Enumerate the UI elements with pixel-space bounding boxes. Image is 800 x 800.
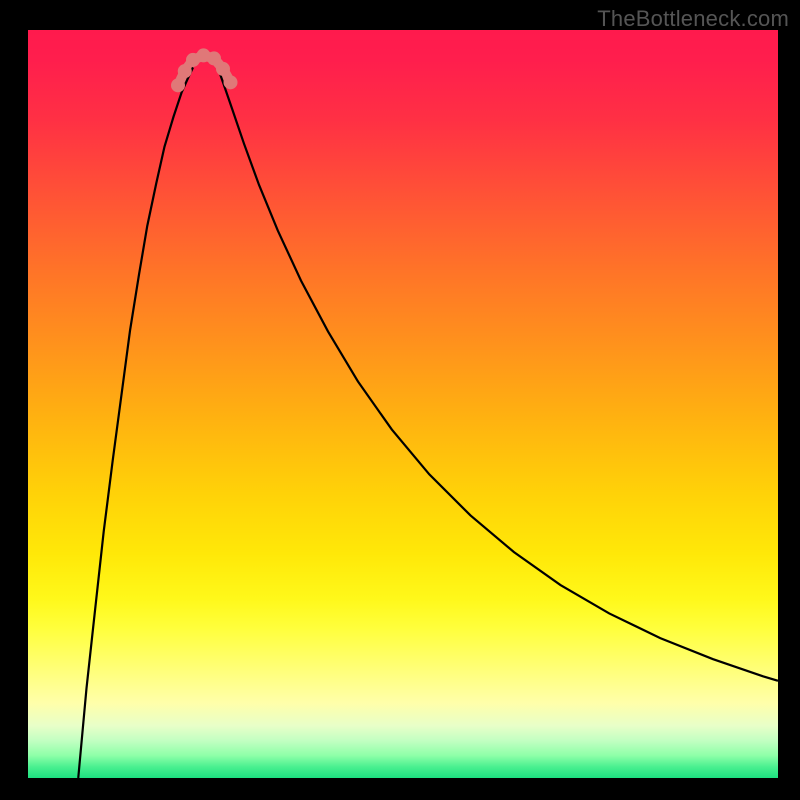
dip-marker — [171, 78, 185, 92]
chart-container: TheBottleneck.com — [0, 0, 800, 800]
bottleneck-chart — [0, 0, 800, 800]
dip-marker — [224, 75, 238, 89]
dip-marker — [216, 62, 230, 76]
dip-marker — [178, 64, 192, 78]
watermark-text: TheBottleneck.com — [597, 6, 789, 32]
plot-background-gradient — [28, 30, 778, 778]
